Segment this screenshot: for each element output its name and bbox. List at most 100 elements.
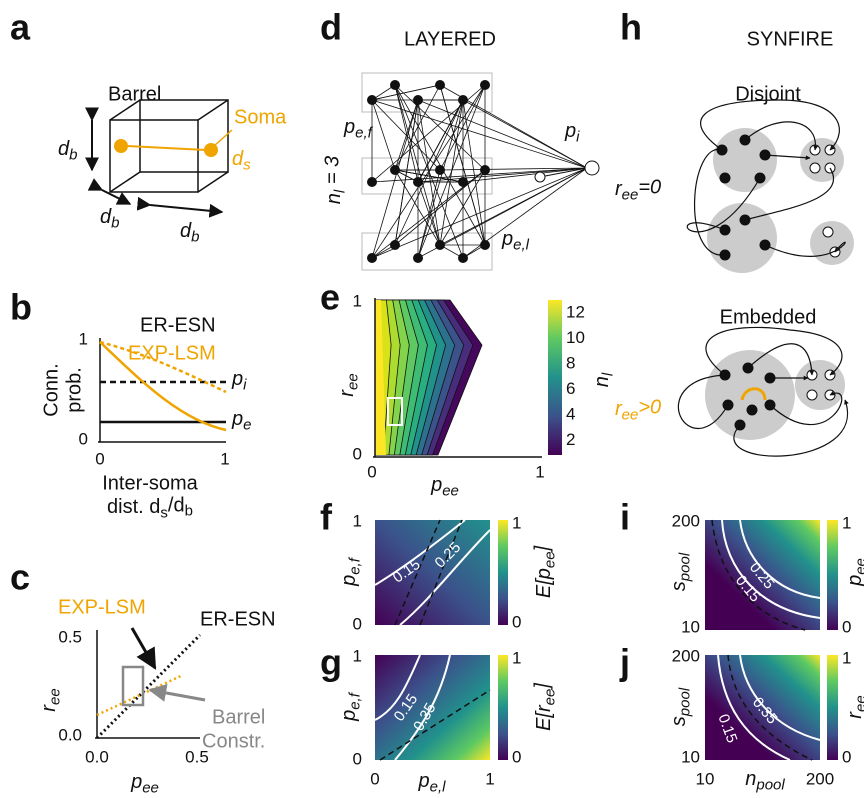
tick-label: 0 [95, 449, 104, 468]
line-label-part: i [243, 376, 247, 393]
annotation-part: p [343, 116, 355, 138]
tick-label: 0 [79, 429, 88, 448]
line-shape [198, 172, 228, 192]
x-label: dist. ds/db [107, 495, 193, 522]
annotation: pi [564, 120, 580, 145]
legend-text: EXP-LSM [128, 342, 216, 364]
panel-title: LAYERED [404, 28, 496, 50]
x-label: Inter-soma [102, 472, 198, 494]
annotation: ER-ESN [200, 608, 276, 630]
ree-pee-plot [95, 628, 205, 738]
circle-shape [114, 139, 128, 153]
y-label: pe,f [338, 691, 363, 722]
inh-neuron [810, 163, 820, 173]
colorbar-label-part: l [599, 372, 616, 376]
inh-neuron [535, 172, 545, 182]
colorbar-label-part: ] [532, 683, 554, 691]
y-label-part: s [668, 581, 690, 591]
annotation-part: e,l [513, 236, 530, 253]
circle-shape [204, 143, 218, 157]
y-label-part: p [338, 575, 360, 587]
tick-label: 0 [353, 444, 362, 463]
y-label: prob. [63, 367, 85, 413]
y-label-part: e,f [346, 556, 363, 575]
tick-label: 0.5 [185, 747, 209, 766]
rect-shape [548, 300, 562, 455]
colorbar-tick: 1 [842, 513, 851, 532]
colorbar-tick: 4 [566, 404, 575, 423]
rect-shape [827, 520, 838, 630]
dim-label-part: b [69, 146, 77, 163]
colorbar-label: E[ree] [532, 683, 559, 731]
neuron [413, 253, 423, 263]
dim-label: db [58, 138, 77, 163]
dim-label: db [180, 220, 199, 245]
annotation-part: ee [622, 186, 639, 203]
tick-label: 0.5 [58, 627, 82, 646]
tick-label: 0 [370, 769, 379, 788]
line-label: pe [231, 408, 251, 433]
colorbar-label-part: E[r [533, 704, 555, 731]
pool [800, 138, 844, 182]
layer-box [362, 73, 492, 112]
colorbar-label: pee [844, 558, 864, 587]
neuron [480, 80, 490, 90]
y-label-part: s [668, 716, 690, 726]
panel-label: j [619, 642, 630, 683]
dist-label: ds [232, 148, 251, 173]
line-shape [214, 130, 232, 146]
tick-label: 0.0 [58, 725, 82, 744]
edge [372, 85, 440, 100]
line-shape [132, 628, 155, 668]
y-label: spool [668, 552, 693, 591]
panel-label: f [320, 497, 333, 538]
nl-map [375, 300, 482, 455]
colorbar-label: E[pee] [532, 545, 559, 598]
y-label: Conn. [40, 363, 62, 416]
soma-label: Soma [234, 106, 287, 128]
tick-label: 0.0 [85, 747, 109, 766]
colorbar-label-part: ] [532, 545, 554, 553]
x-label-part: d [173, 495, 184, 517]
x-label-part: b [185, 502, 193, 519]
colorbar-label-part: ee [541, 551, 558, 568]
annotation: ree>0 [615, 397, 661, 424]
network-label: Disjoint [735, 83, 801, 105]
colorbar-tick: 1 [512, 513, 521, 532]
neuron [367, 253, 377, 263]
neuron [390, 240, 400, 250]
tick-label: 1 [353, 511, 362, 530]
y-label: pe,f [338, 556, 363, 587]
colorbar-label-part: E[p [533, 568, 555, 598]
tick-label: 0 [367, 462, 376, 481]
neuron [367, 95, 377, 105]
figure: abcdefghijBarrelSomadbdbdbdsER-ESNEXP-LS… [0, 0, 864, 798]
dim-label-part: b [191, 228, 199, 245]
x-label-part: p [418, 770, 430, 792]
barrel-label: Barrel [108, 83, 161, 105]
colorbar-tick: 12 [566, 302, 585, 321]
x-label-part: s [160, 504, 168, 521]
line-shape [198, 100, 228, 120]
annotation-part: n [323, 193, 345, 204]
x-label-part: dist. [107, 496, 149, 518]
colorbar-tick: 0 [512, 747, 521, 766]
colorbar-tick: 6 [566, 379, 575, 398]
colorbar-tick: 2 [566, 430, 575, 449]
annotation: pe,l [501, 228, 530, 253]
colorbar-tick: 10 [566, 328, 585, 347]
x-label-part: ee [142, 779, 159, 796]
panel-title: SYNFIRE [747, 28, 834, 50]
y-label-part: e,f [346, 691, 363, 710]
barrel-cube [92, 100, 232, 212]
x-label-part: p [430, 474, 442, 496]
x-label: pee [430, 474, 459, 499]
neuron [435, 80, 445, 90]
tick-label: 10 [696, 769, 715, 788]
neuron [435, 240, 445, 250]
annotation-part: ee [622, 406, 639, 423]
line-label-part: p [231, 408, 243, 430]
neuron [435, 165, 445, 175]
tick-label: 1 [79, 329, 88, 348]
panel-label: d [320, 7, 342, 48]
